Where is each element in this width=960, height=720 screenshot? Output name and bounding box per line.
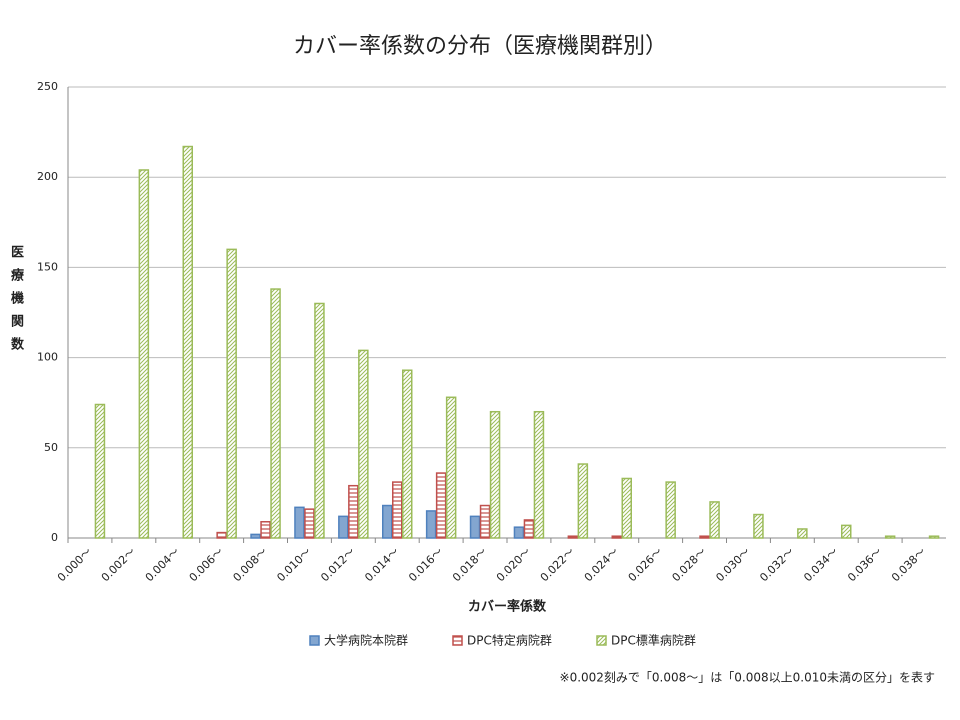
- x-tick-label: 0.034〜: [801, 545, 840, 584]
- bar: [314, 302, 325, 539]
- bar: [138, 169, 150, 539]
- x-tick-label: 0.014〜: [362, 545, 401, 584]
- bar: [577, 463, 589, 539]
- x-tick-label: 0.032〜: [757, 545, 796, 584]
- bar: [250, 533, 261, 539]
- y-axis-title: 医療機関数: [8, 245, 23, 360]
- x-tick-label: 0.024〜: [582, 545, 621, 584]
- x-tick-label: 0.002〜: [99, 545, 138, 584]
- bar: [621, 477, 632, 539]
- bar: [402, 369, 413, 539]
- bar: [425, 510, 437, 539]
- bar: [533, 410, 545, 539]
- bar: [382, 504, 393, 539]
- bar: [338, 515, 349, 539]
- x-tick-label: 0.038〜: [889, 545, 928, 584]
- legend-label: 大学病院本院群: [324, 633, 408, 648]
- x-tick-label: 0.036〜: [845, 545, 884, 584]
- bar: [348, 484, 359, 539]
- bar: [216, 531, 227, 539]
- bar: [513, 526, 525, 539]
- x-tick-label: 0.022〜: [538, 545, 577, 584]
- bar: [709, 501, 720, 539]
- bar: [479, 504, 491, 539]
- bar: [392, 481, 403, 539]
- legend-swatch: [309, 635, 320, 646]
- x-tick-label: 0.006〜: [187, 545, 226, 584]
- bar: [294, 506, 305, 539]
- note: ※0.002刻みで「0.008～」は「0.008以上0.010未満の区分」を表す: [560, 671, 935, 685]
- x-tick-label: 0.026〜: [626, 545, 665, 584]
- bar: [489, 410, 501, 539]
- bar: [699, 535, 710, 539]
- y-tick-label: 250: [37, 80, 58, 93]
- x-tick-label: 0.018〜: [450, 545, 489, 584]
- x-tick-label: 0.016〜: [406, 545, 445, 584]
- bar: [797, 528, 808, 539]
- y-tick-label: 150: [37, 260, 58, 273]
- x-tick-label: 0.012〜: [318, 545, 357, 584]
- bar: [270, 288, 281, 539]
- x-tick-label: 0.028〜: [670, 545, 709, 584]
- y-tick-label: 50: [44, 441, 58, 454]
- bar: [435, 472, 447, 539]
- x-tick-label: 0.020〜: [494, 545, 533, 584]
- bar: [260, 521, 271, 539]
- bar: [182, 145, 193, 539]
- bar: [928, 535, 940, 539]
- bar: [304, 508, 315, 539]
- x-tick-label: 0.000〜: [55, 545, 94, 584]
- x-tick-label: 0.030〜: [713, 545, 752, 584]
- bar: [94, 403, 106, 539]
- y-tick-label: 0: [51, 531, 58, 544]
- legend-label: DPC特定病院群: [467, 633, 552, 648]
- x-tick-label: 0.010〜: [274, 545, 313, 584]
- legend-swatch: [452, 635, 463, 646]
- x-axis-title: カバー率係数: [468, 599, 547, 615]
- bar: [611, 535, 622, 539]
- bar: [753, 513, 764, 539]
- x-tick-label: 0.004〜: [143, 545, 182, 584]
- bar: [358, 349, 369, 539]
- bar: [469, 515, 481, 539]
- y-tick-label: 100: [37, 351, 58, 364]
- bar: [665, 481, 676, 539]
- bar: [445, 396, 457, 539]
- chart-title: カバー率係数の分布（医療機関群別）: [293, 34, 667, 59]
- legend-swatch: [596, 635, 607, 646]
- bar: [523, 519, 535, 539]
- legend-label: DPC標準病院群: [611, 633, 696, 648]
- bar: [567, 535, 579, 539]
- y-tick-label: 200: [37, 170, 58, 183]
- x-tick-label: 0.008〜: [231, 545, 270, 584]
- bar: [884, 535, 896, 539]
- bar: [841, 524, 852, 539]
- bar: [226, 248, 237, 539]
